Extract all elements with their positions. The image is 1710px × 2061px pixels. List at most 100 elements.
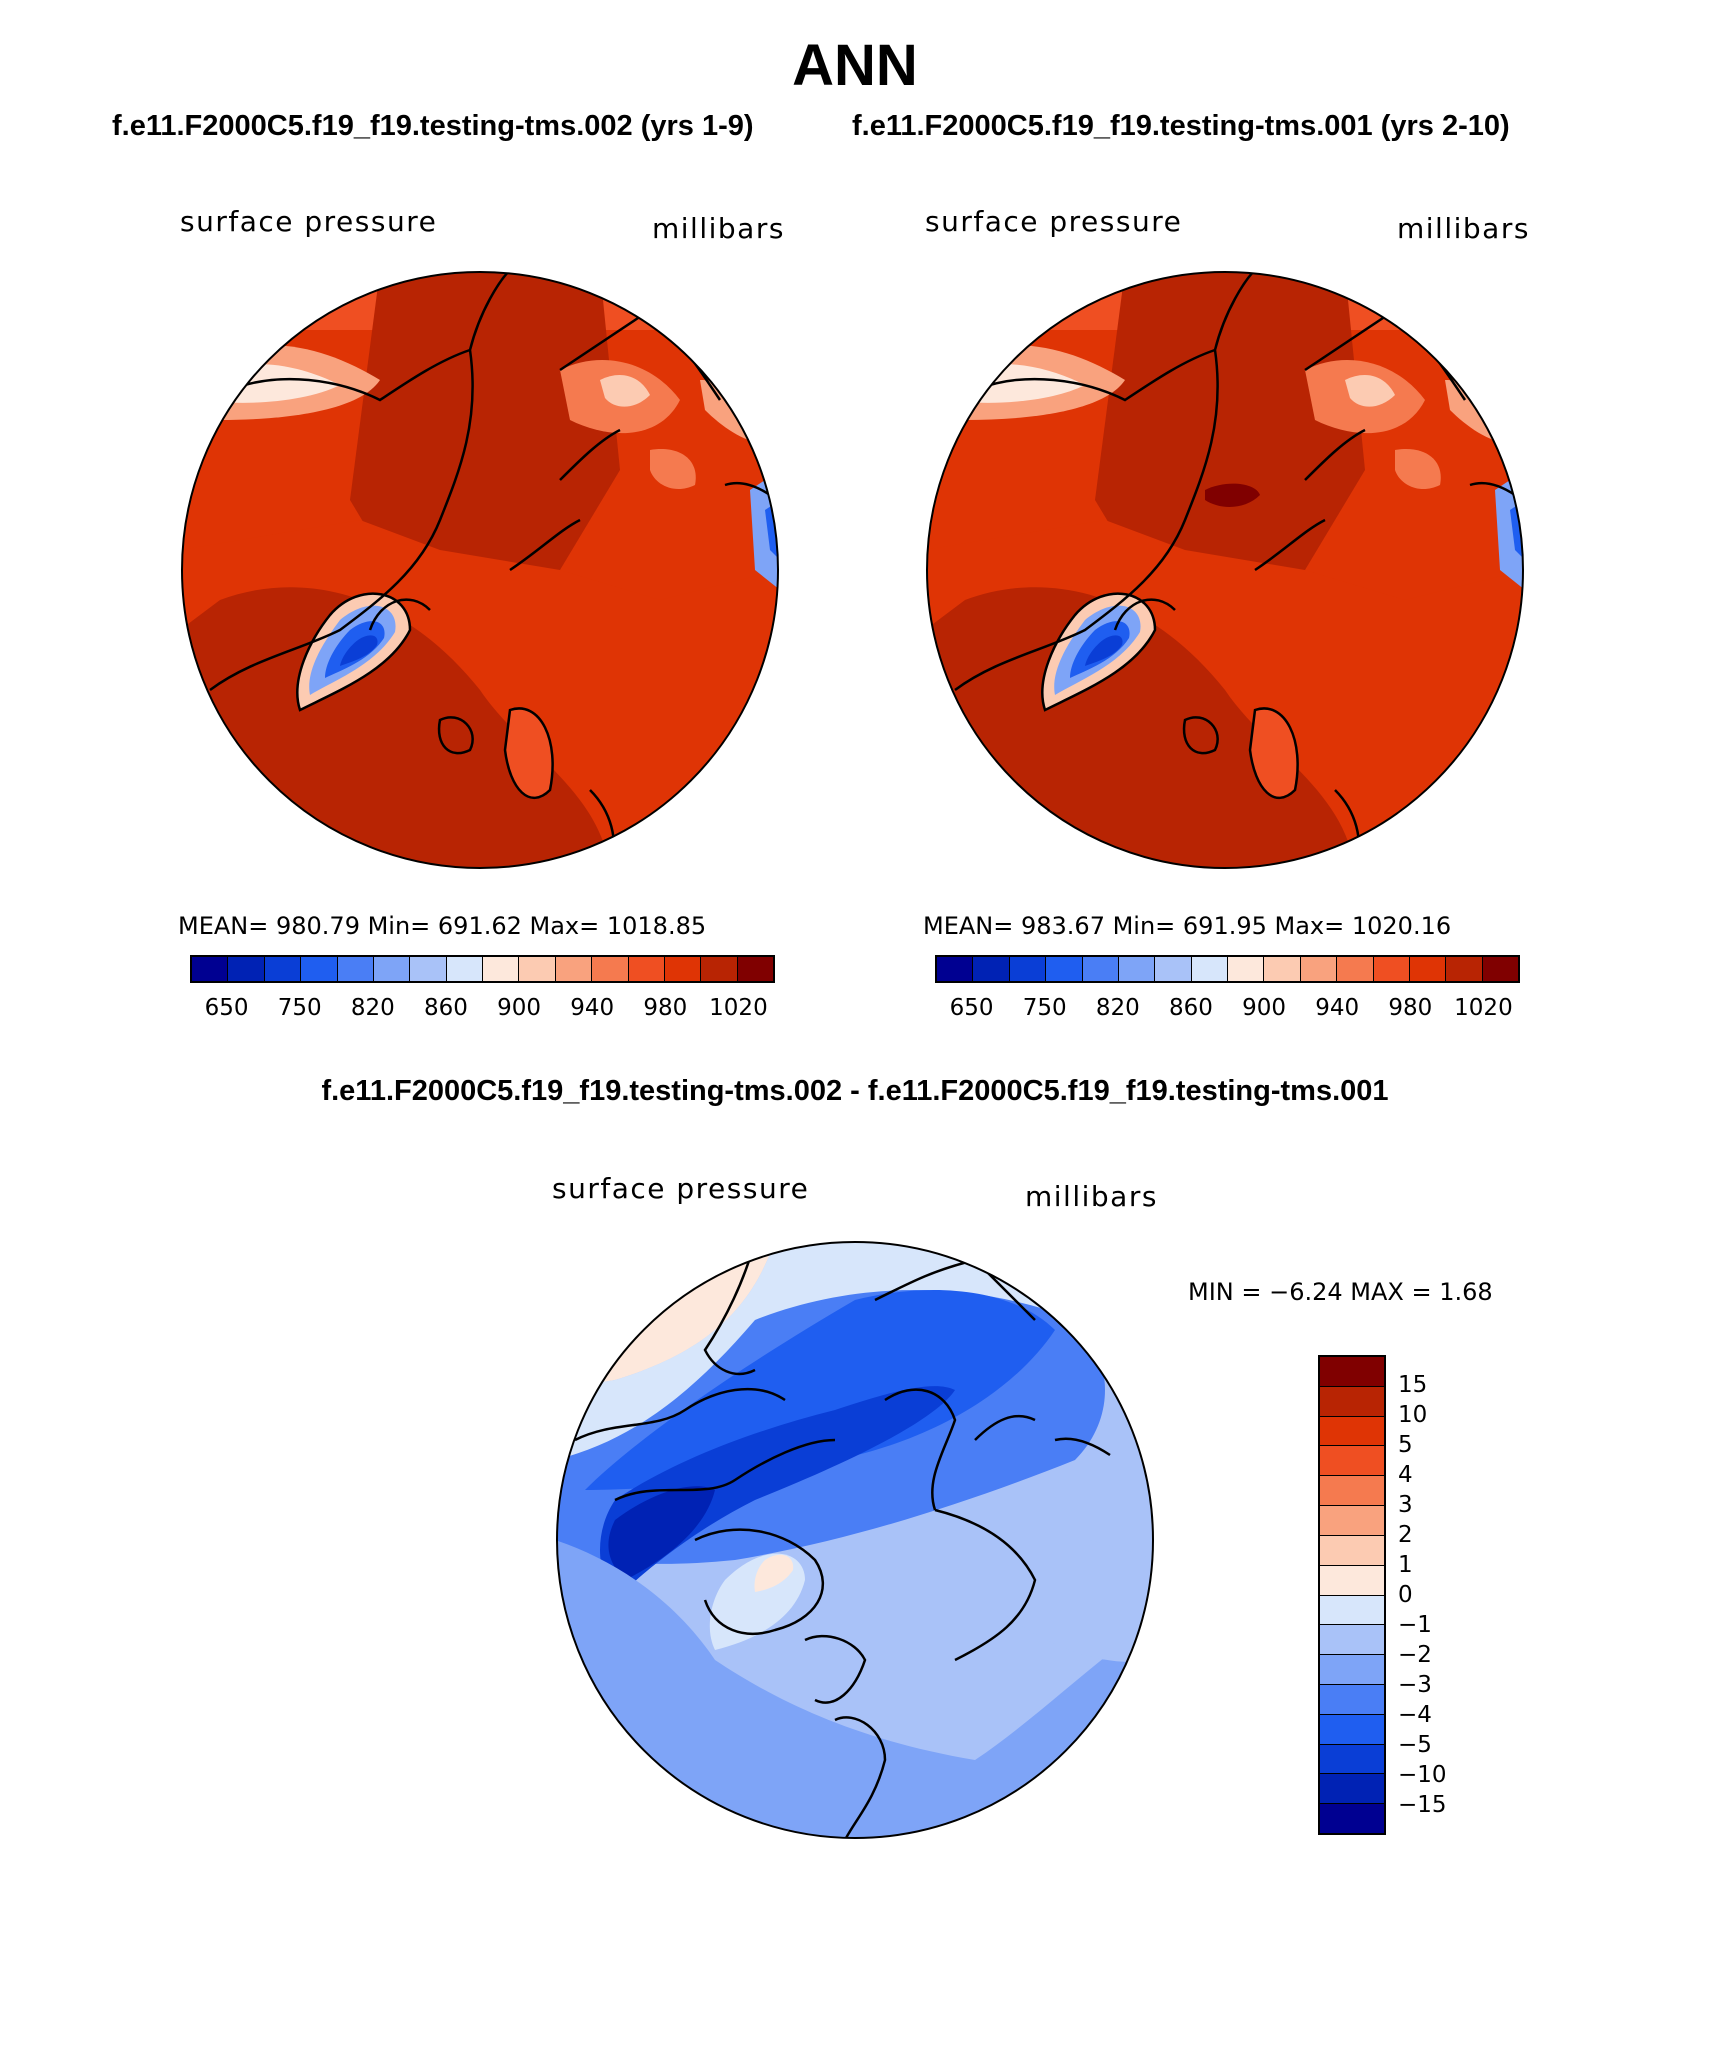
colorbar-swatch [1320,1565,1384,1596]
colorbar-tick-label: 980 [643,995,688,1021]
colorbar-tick-label: 15 [1398,1372,1428,1398]
colorbar-tick-label: −3 [1398,1672,1432,1698]
difference-title: f.e11.F2000C5.f19_f19.testing-tms.002 - … [321,1075,1389,1107]
colorbar-tick-label: 900 [497,995,542,1021]
coastlines [574,1242,1111,1838]
colorbar-swatch [1320,1625,1384,1656]
colorbar-swatch [592,957,629,981]
colorbar-tick-label: 940 [570,995,615,1021]
colorbar-swatch [1446,957,1483,981]
colorbar-tick-label: 750 [1022,995,1067,1021]
colorbar-swatch [1320,1386,1384,1417]
right-stats: MEAN= 983.67 Min= 691.95 Max= 1020.16 [923,912,1452,940]
colorbar-swatch [555,957,593,981]
colorbar-tick-label: −2 [1398,1642,1432,1668]
colorbar-swatch [192,957,229,981]
colorbar-swatch [1300,957,1338,981]
colorbar-swatch [301,957,338,981]
colorbar-swatch [1482,957,1518,981]
colorbar-swatch [1320,1535,1384,1566]
colorbar-swatch [1320,1357,1384,1387]
colorbar-swatch [1320,1774,1384,1805]
diff-stats: MIN = −6.24 MAX = 1.68 [1188,1278,1493,1306]
colorbar-swatch [1320,1476,1384,1507]
colorbar-swatch [337,957,374,981]
colorbar-swatch [937,957,974,981]
colorbar-tick-label: 860 [423,995,468,1021]
colorbar-swatch [1228,957,1265,981]
right-map [926,271,1524,869]
colorbar-swatch [1409,957,1447,981]
colorbar-swatch [1320,1684,1384,1715]
colorbar-swatch [264,957,302,981]
right-colorbar [935,955,1520,983]
colorbar-swatch [483,957,520,981]
left-colorbar [190,955,775,983]
right-variable-label: surface pressure [925,205,1183,238]
arctic-high-region [1095,272,1365,600]
colorbar-tick-label: 2 [1398,1522,1413,1548]
colorbar-tick-label: 900 [1242,995,1287,1021]
diff-units-label: millibars [1025,1180,1158,1213]
colorbar-swatch [228,957,265,981]
colorbar-tick-label: 1020 [709,995,768,1021]
colorbar-tick-label: 980 [1388,995,1433,1021]
left-stats: MEAN= 980.79 Min= 691.62 Max= 1018.85 [178,912,707,940]
minimum-region [600,1386,955,1600]
left-colorbar-ticks: 650 750 820 860 900 940 980 1020 [190,995,775,1025]
colorbar-tick-label: 4 [1398,1462,1413,1488]
colorbar-swatch [1082,957,1119,981]
right-case-title: f.e11.F2000C5.f19_f19.testing-tms.001 (y… [852,110,1510,142]
colorbar-tick-label: 10 [1398,1402,1428,1428]
colorbar-tick-label: −1 [1398,1612,1432,1638]
colorbar-swatch [1264,957,1301,981]
colorbar-tick-label: 3 [1398,1492,1413,1518]
colorbar-tick-label: −4 [1398,1702,1432,1728]
colorbar-swatch [1320,1714,1384,1745]
colorbar-swatch [664,957,702,981]
colorbar-tick-label: 750 [277,995,322,1021]
colorbar-tick-label: 650 [949,995,994,1021]
colorbar-swatch [1373,957,1410,981]
colorbar-tick-label: 1020 [1454,995,1513,1021]
colorbar-swatch [1320,1744,1384,1775]
colorbar-swatch [1046,957,1083,981]
coastlines [954,272,1516,868]
colorbar-tick-label: −10 [1398,1762,1447,1788]
right-units-label: millibars [1397,212,1530,245]
right-colorbar-ticks: 650 750 820 860 900 940 980 1020 [935,995,1520,1025]
diff-variable-label: surface pressure [552,1172,810,1205]
colorbar-swatch [373,957,411,981]
colorbar-tick-label: 0 [1398,1582,1413,1608]
colorbar-swatch [1320,1804,1384,1833]
colorbar-tick-label: −15 [1398,1792,1447,1818]
colorbar-swatch [1191,957,1228,981]
colorbar-swatch [973,957,1010,981]
left-variable-label: surface pressure [180,205,438,238]
colorbar-swatch [446,957,483,981]
colorbar-swatch [1320,1506,1384,1536]
left-units-label: millibars [652,212,785,245]
colorbar-tick-label: 820 [1095,995,1140,1021]
colorbar-swatch [1118,957,1156,981]
colorbar-swatch [1320,1655,1384,1685]
colorbar-swatch [410,957,447,981]
left-map [181,271,779,869]
colorbar-swatch [737,957,773,981]
colorbar-tick-label: 1 [1398,1552,1413,1578]
colorbar-tick-label: 5 [1398,1432,1413,1458]
colorbar-swatch [1320,1595,1384,1626]
colorbar-swatch [628,957,665,981]
colorbar-tick-label: −5 [1398,1732,1432,1758]
colorbar-tick-label: 820 [350,995,395,1021]
colorbar-swatch [1155,957,1192,981]
colorbar-swatch [519,957,556,981]
difference-map [556,1241,1154,1839]
page-title: ANN [792,33,918,98]
colorbar-tick-label: 650 [204,995,249,1021]
left-case-title: f.e11.F2000C5.f19_f19.testing-tms.002 (y… [112,110,754,142]
colorbar-tick-label: 860 [1168,995,1213,1021]
colorbar-tick-label: 940 [1315,995,1360,1021]
colorbar-swatch [1320,1416,1384,1447]
colorbar-swatch [1009,957,1047,981]
